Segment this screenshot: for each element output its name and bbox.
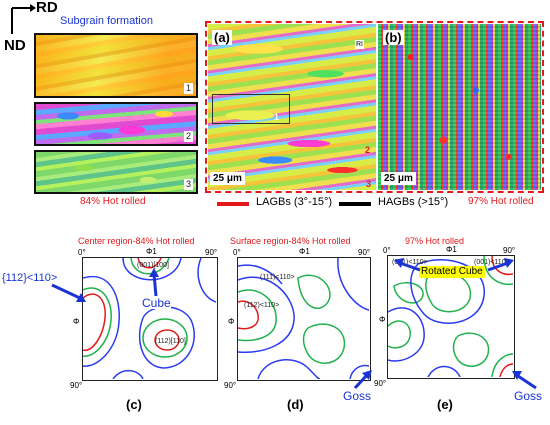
- arrow-rotated-cube-right-icon: [487, 258, 514, 272]
- odf-e-tick-90-bottom: 90°: [374, 379, 387, 388]
- panel-c-letter: (c): [126, 397, 142, 412]
- odf-c-plot: (001)[100] (112)[110]: [82, 257, 218, 381]
- odf-d-tick-90: 90°: [358, 248, 371, 257]
- odf-e-tick-0: 0°: [383, 246, 391, 255]
- nd-label: ND: [4, 37, 26, 54]
- odf-d-contours: [238, 258, 369, 379]
- label-111-component: (111)<110>: [260, 274, 295, 281]
- strip-number: 1: [183, 83, 193, 94]
- callout-112-110: {112}<110>: [2, 272, 58, 284]
- panel-a-scale-bar: 25 μm: [210, 172, 245, 185]
- odf-d-plot: (111)<110> (112)<110>: [237, 257, 371, 381]
- strip-1: 1: [34, 33, 198, 98]
- arrow-112-icon: [51, 283, 86, 302]
- odf-d-phi1: Φ1: [299, 247, 310, 256]
- strip-number: 2: [183, 131, 193, 142]
- arrow-goss-e-icon: [512, 371, 537, 390]
- odf-c-tick-90-bottom: 90°: [70, 381, 83, 390]
- odf-c-contours: [83, 258, 216, 379]
- odf-d-tick-90-bottom: 90°: [224, 381, 237, 390]
- panel-a-ebsd-map: [208, 24, 376, 190]
- hagb-legend-label: HAGBs (>15°): [378, 196, 449, 208]
- marker-1: 1: [274, 112, 280, 122]
- panel-e-letter: (e): [437, 397, 453, 412]
- ebsd-maps-outline: [205, 21, 544, 193]
- odf-c-tick-90: 90°: [205, 248, 218, 257]
- panel-b-scale-bar: 25 μm: [381, 172, 416, 185]
- odf-d-phi: Φ: [228, 317, 235, 326]
- label-001-110-left: (001)<110>: [392, 259, 428, 266]
- panel-b-letter: (b): [383, 30, 404, 45]
- label-112-component: (112)[110]: [155, 338, 186, 345]
- odf-c-title: Center region-84% Hot rolled: [78, 236, 195, 246]
- panel-b-ebsd-map: [378, 24, 541, 190]
- label-112-component: (112)<110>: [244, 302, 280, 309]
- arrow-rotated-cube-left-icon: [394, 258, 421, 272]
- odf-e-tick-90: 90°: [503, 246, 516, 255]
- callout-goss-d: Goss: [343, 389, 372, 403]
- region-box: [212, 94, 290, 124]
- odf-e-title: 97% Hot rolled: [405, 236, 465, 246]
- label-001-110-right: (001)<110>: [474, 259, 510, 266]
- panel-d-letter: (d): [287, 397, 304, 412]
- label-84-hot-rolled: 84% Hot rolled: [80, 196, 146, 207]
- label-97-hot-rolled: 97% Hot rolled: [468, 196, 534, 207]
- odf-d-title: Surface region-84% Hot rolled: [230, 236, 351, 246]
- odf-e-phi1: Φ1: [446, 245, 457, 254]
- label-cube-component: (001)[100]: [137, 262, 169, 269]
- arrow-goss-d-icon: [353, 370, 372, 390]
- strip-3: 3: [34, 150, 198, 194]
- lagb-legend-label: LAGBs (3°-15°): [256, 196, 333, 208]
- marker-3: 3: [366, 179, 372, 189]
- hagb-legend-line: [339, 202, 371, 206]
- panel-a-letter: (a): [212, 30, 232, 45]
- strip-number: 3: [183, 179, 193, 190]
- marker-2: 2: [365, 145, 371, 155]
- odf-d-tick-0: 0°: [233, 248, 241, 257]
- subgrain-title: Subgrain formation: [60, 15, 153, 27]
- callout-rotated-cube: Rotated Cube: [419, 266, 485, 278]
- odf-c-phi: Φ: [73, 317, 80, 326]
- odf-c-phi1: Φ1: [146, 247, 157, 256]
- arrow-cube-icon: [149, 268, 159, 297]
- strip-2: 2: [34, 102, 198, 146]
- rd-label: RD: [36, 0, 58, 16]
- rd-tag: RI: [355, 40, 364, 49]
- odf-c-tick-0: 0°: [78, 248, 86, 257]
- callout-goss-e: Goss: [514, 389, 543, 403]
- odf-e-phi: Φ: [379, 315, 386, 324]
- callout-cube: Cube: [142, 296, 171, 310]
- lagb-legend-line: [217, 202, 249, 206]
- axes-arrows: [11, 4, 36, 34]
